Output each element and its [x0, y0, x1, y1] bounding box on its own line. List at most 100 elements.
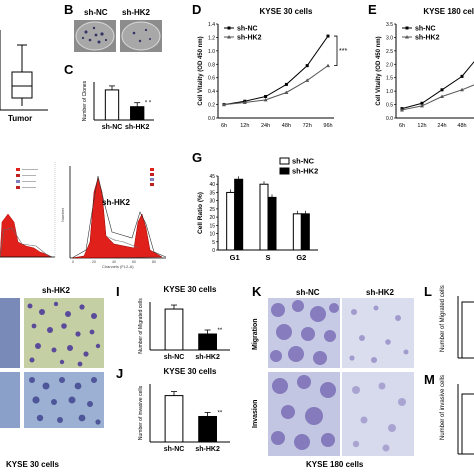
svg-text:0: 0: [72, 260, 74, 264]
panel-d-ytick-5: 1.0: [208, 49, 215, 55]
panel-c-chart: Number of Clones sh-NC sh-HK2 * *: [82, 80, 154, 131]
panel-g-bar-1-1: [267, 196, 277, 251]
panel-d-legend-label-0: sh-NC: [237, 26, 258, 33]
panel-f-histogram-left: [0, 162, 56, 262]
panel-f-legend-right: [150, 168, 154, 186]
panel-l-letter: L: [424, 284, 432, 299]
panel-i-title: KYSE 30 cells: [164, 285, 217, 294]
panel-h-image-1: [0, 298, 20, 368]
panel-k-image-invasion-nc: [268, 372, 340, 456]
panel-b-letter: B: [64, 2, 74, 17]
panel-g-ytick-1: 5: [212, 240, 215, 246]
panel-j-xtick-0: sh-NC: [164, 446, 185, 453]
panel-d-xtick-5: 96h: [323, 123, 332, 129]
panel-j-ylabel: Number of invasive cells: [138, 385, 144, 440]
panel-e-ytick-3: 1.5: [386, 76, 393, 82]
panel-g-xtick-2: G2: [296, 253, 306, 262]
panel-h-label-bottom: KYSE 30 cells: [6, 460, 59, 469]
panel-g-bar-0-0: [226, 191, 236, 251]
panel-j-bar-1: [198, 415, 217, 443]
panel-b-label-hk2: sh-HK2: [122, 8, 151, 17]
panel-g-legend-swatch-1: [279, 167, 290, 175]
panel-j-sig: **: [217, 410, 222, 416]
panel-d-point-0-2: [264, 95, 268, 99]
panel-e-point-0-2: [440, 88, 444, 92]
panel-d-point-0-3: [284, 82, 288, 86]
panel-e-ylabel: Cell Vitality (OD 450 nm): [376, 36, 382, 105]
panel-d-point-1-0: [222, 102, 226, 107]
panel-g-bar-0-1: [234, 178, 244, 251]
panel-d-xtick-1: 12h: [240, 123, 249, 129]
panel-j-xtick-1: sh-HK2: [195, 446, 220, 453]
panel-k-row-invasion: Invasion: [252, 399, 259, 428]
panel-j-letter: J: [116, 366, 124, 381]
panel-d-legend-marker-0: [227, 26, 231, 30]
panel-d-ytick-0: 0.0: [208, 116, 215, 122]
panel-d-point-1-5: [326, 63, 330, 68]
panel-i-bar-1: [198, 333, 217, 351]
panel-d-ytick-7: 1.4: [208, 22, 215, 28]
panel-e-legend-label-0: sh-NC: [415, 26, 436, 33]
panel-e-xtick-1: 12h: [417, 123, 426, 129]
panel-e-point-1-1: [420, 103, 424, 108]
panel-e-letter: E: [368, 2, 377, 17]
panel-d-ytick-6: 1.2: [208, 35, 215, 41]
panel-g-letter: G: [192, 150, 203, 165]
panel-d-legend-label-1: sh-HK2: [237, 35, 262, 42]
panel-g-legend-swatch-0: [279, 157, 290, 165]
panel-d-ytick-1: 0.2: [208, 103, 215, 109]
panel-k-image-migration-hk2: [342, 298, 414, 368]
panel-m-letter: M: [424, 372, 435, 387]
panel-g-bar-2-1: [300, 213, 310, 251]
panel-f-xlabel: Channels (FL2-A): [102, 264, 134, 269]
svg-text:40: 40: [112, 260, 116, 264]
panel-g-legend-label-0: sh-NC: [292, 157, 315, 166]
panel-e-point-0-3: [460, 74, 464, 78]
panel-g-xtick-1: S: [265, 253, 270, 262]
panel-d-xtick-0: 6h: [221, 123, 227, 129]
panel-e-ytick-0: 0.0: [386, 116, 393, 122]
panel-f-yaxis: Number: [60, 207, 65, 222]
panel-g-ytick-9: 45: [209, 174, 215, 180]
panel-c-xtick-1: sh-HK2: [125, 124, 150, 131]
panel-g-ytick-4: 20: [209, 215, 215, 221]
panel-k-bottom-label: KYSE 180 cells: [306, 460, 364, 469]
panel-f-shhk2-label: sh-HK2: [102, 198, 131, 207]
panel-j-title: KYSE 30 cells: [164, 367, 217, 376]
panel-e-chart: KYSE 180 cells Cell Vitality (OD 450 nm) 0…: [376, 7, 474, 129]
panel-e-xtick-2: 24h: [437, 123, 446, 129]
panel-i-letter: I: [116, 284, 120, 299]
panel-j-chart: KYSE 30 cells Number of invasive cells sh-…: [138, 367, 230, 453]
panel-h-label-top: sh-HK2: [42, 286, 71, 295]
panel-e-xtick-0: 6h: [399, 123, 405, 129]
panel-e-ytick-1: 0.5: [386, 103, 393, 109]
panel-k-row-migration: Migration: [252, 318, 259, 351]
panel-e-point-1-0: [400, 107, 404, 112]
panel-d-point-0-4: [305, 64, 309, 68]
panel-e-ytick-2: 1.0: [386, 89, 393, 95]
panel-e-legend-marker-1: [405, 35, 409, 39]
panel-e-legend-marker-0: [405, 26, 409, 30]
panel-e-legend-label-1: sh-HK2: [415, 35, 440, 42]
panel-k-col-hk2: sh-HK2: [366, 288, 395, 297]
panel-c-letter: C: [64, 62, 74, 77]
panel-d-xtick-4: 72h: [303, 123, 312, 129]
panel-d-point-0-5: [326, 34, 330, 38]
panel-k-image-invasion-hk2: [342, 372, 414, 456]
panel-f-legend-left: [16, 168, 38, 189]
panel-k-image-migration-nc: [268, 298, 340, 368]
panel-e-point-1-3: [460, 87, 464, 92]
panel-d-ytick-3: 0.6: [208, 76, 215, 82]
panel-c-bar-0: [104, 89, 120, 121]
panel-d-xtick-2: 24h: [261, 123, 270, 129]
panel-b-label-nc: sh-NC: [84, 8, 108, 17]
panel-d-chart: KYSE 30 cells Cell Vitality (OD 450 nm) 0.…: [198, 7, 347, 129]
panel-d-series-line-1: [223, 65, 329, 106]
svg-text:60: 60: [132, 260, 136, 264]
panel-g-chart: Cell Ratio (%) 0 5 10 15 20 25 30 35 40 45 G1 S G2 sh-…: [197, 157, 318, 263]
panel-i-chart: KYSE 30 cells Number of Migrated cells sh-…: [138, 285, 230, 361]
svg-text:20: 20: [92, 260, 96, 264]
panel-e-ytick-4: 2.0: [386, 62, 393, 68]
panel-b-dish-hk2: [120, 20, 162, 52]
panel-d-sig: ***: [339, 48, 347, 55]
